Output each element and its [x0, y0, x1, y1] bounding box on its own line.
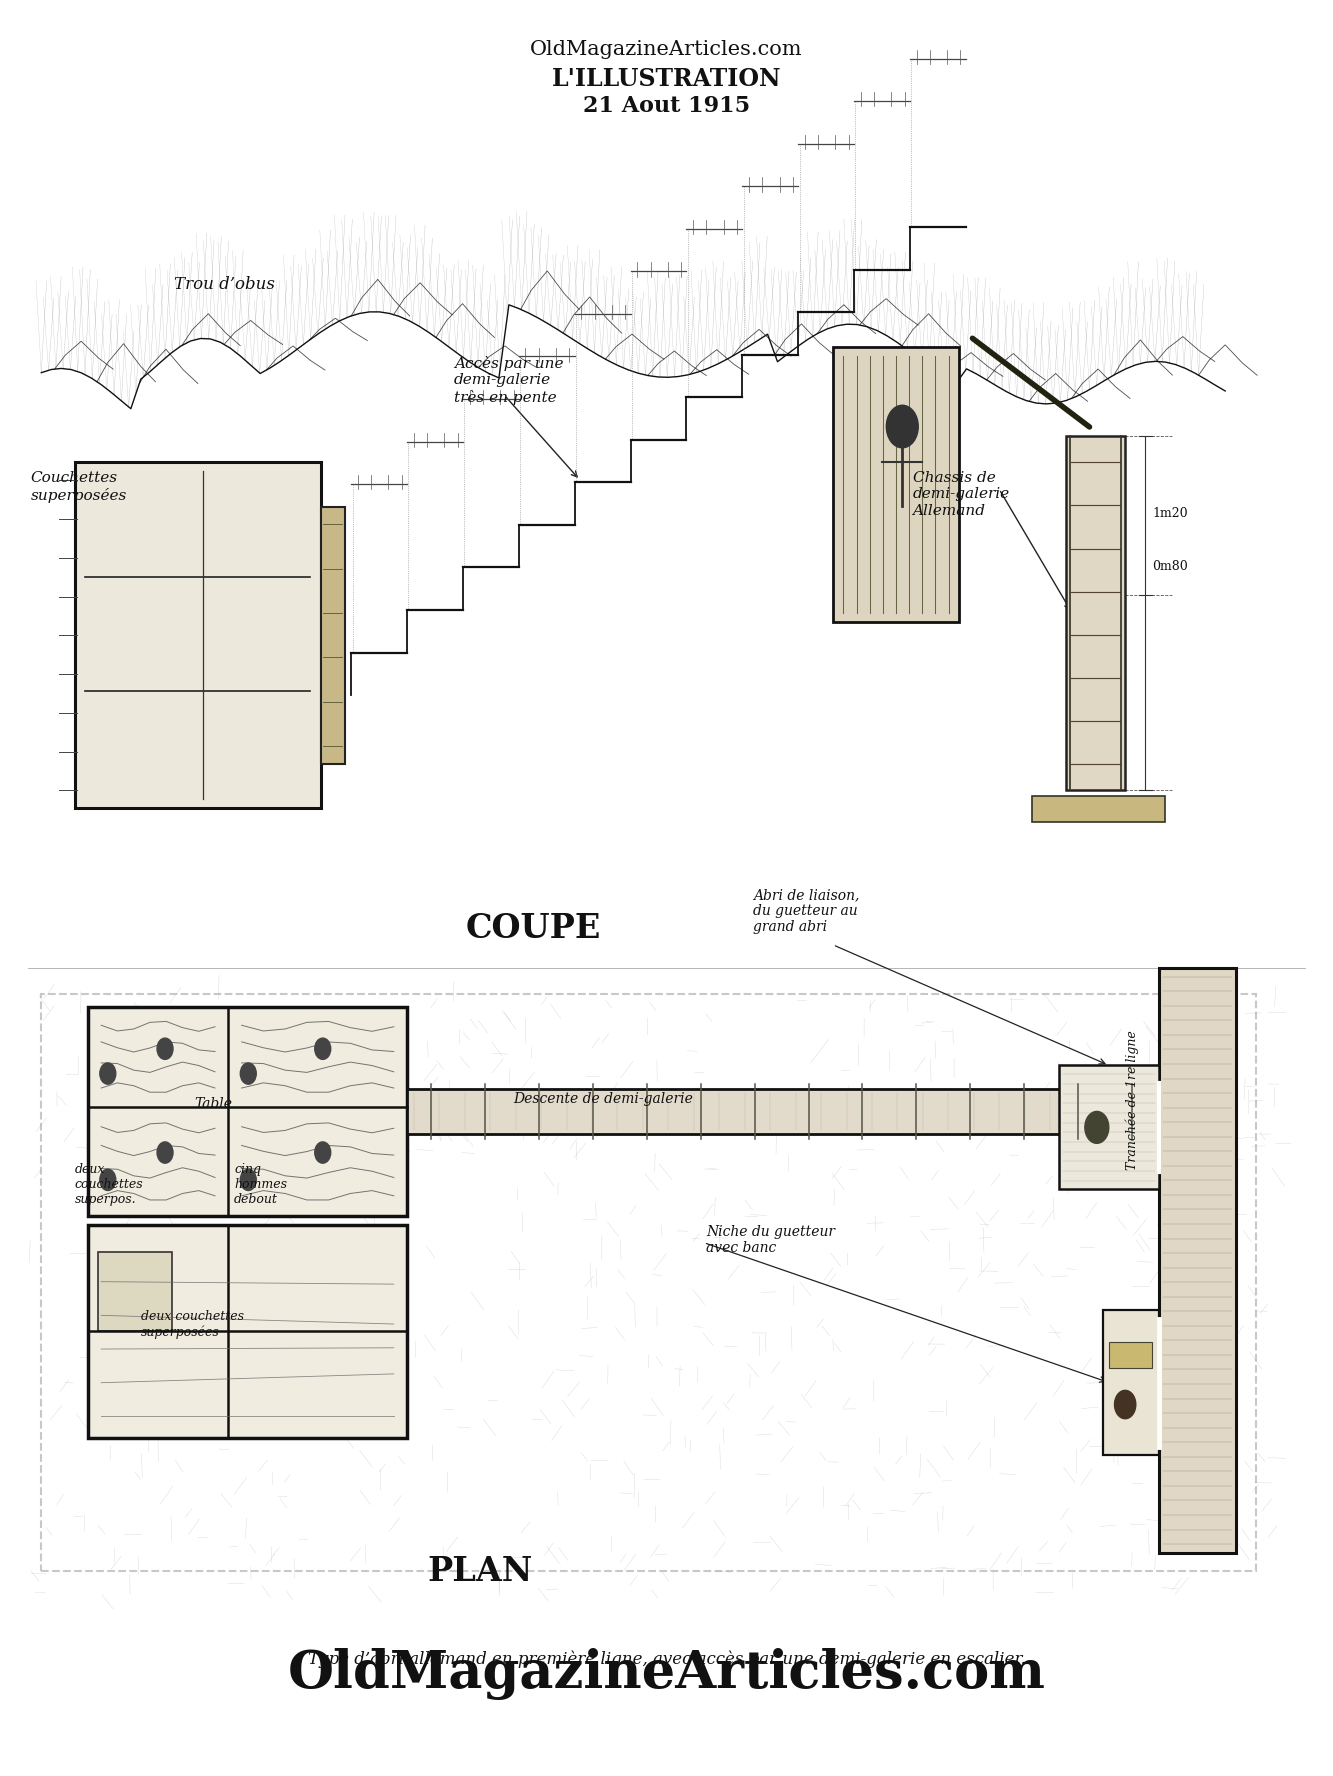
Text: 1m20: 1m20	[1152, 506, 1188, 520]
Text: Type d’abri allemand en première ligne, avec accès par une demi-galerie en escal: Type d’abri allemand en première ligne, …	[308, 1650, 1025, 1668]
Circle shape	[100, 1169, 116, 1190]
Bar	[1032, 796, 1165, 822]
Circle shape	[157, 1039, 173, 1060]
Bar	[1158, 968, 1236, 1552]
Bar	[88, 1225, 407, 1439]
Text: Chassis de
demi-galerie
Allemand: Chassis de demi-galerie Allemand	[913, 471, 1009, 517]
Text: Couchettes
superposées: Couchettes superposées	[31, 471, 127, 503]
Text: PLAN: PLAN	[428, 1556, 533, 1588]
Bar	[1102, 1311, 1158, 1455]
Text: OldMagazineArticles.com: OldMagazineArticles.com	[531, 41, 802, 59]
Text: Tranchée de 1re ligne: Tranchée de 1re ligne	[1125, 1030, 1138, 1170]
Bar	[407, 1089, 1158, 1133]
Bar	[88, 1007, 407, 1217]
Circle shape	[1114, 1391, 1136, 1419]
Text: L'ILLUSTRATION: L'ILLUSTRATION	[552, 67, 781, 91]
Text: OldMagazineArticles.com: OldMagazineArticles.com	[288, 1648, 1045, 1700]
Text: COUPE: COUPE	[465, 911, 601, 945]
Circle shape	[315, 1039, 331, 1060]
Text: cinq
hommes
debout: cinq hommes debout	[235, 1163, 287, 1206]
Circle shape	[1085, 1112, 1109, 1144]
Bar	[321, 506, 345, 764]
Bar	[41, 995, 1256, 1570]
Bar	[99, 1252, 172, 1332]
Text: deux couchettes
superposées: deux couchettes superposées	[141, 1311, 244, 1339]
Circle shape	[157, 1142, 173, 1163]
Text: Descente de demi-galerie: Descente de demi-galerie	[513, 1092, 693, 1106]
Bar	[75, 462, 321, 808]
Circle shape	[315, 1142, 331, 1163]
Bar	[1109, 1341, 1152, 1368]
Text: 0m80: 0m80	[1152, 559, 1188, 574]
Bar	[1058, 1066, 1158, 1190]
Bar	[833, 346, 960, 622]
Text: Abri de liaison,
du guetteur au
grand abri: Abri de liaison, du guetteur au grand ab…	[753, 888, 860, 934]
Bar	[1065, 435, 1125, 790]
Text: 21 Aout 1915: 21 Aout 1915	[583, 96, 750, 117]
Text: Table: Table	[195, 1098, 232, 1112]
Circle shape	[240, 1169, 256, 1190]
Text: Niche du guetteur
avec banc: Niche du guetteur avec banc	[706, 1225, 836, 1256]
Circle shape	[240, 1062, 256, 1083]
Text: deux
couchettes
superpos.: deux couchettes superpos.	[75, 1163, 143, 1206]
Text: Trou d’obus: Trou d’obus	[175, 277, 275, 293]
Circle shape	[100, 1062, 116, 1083]
Text: Accès par une
demi-galerie
très en pente: Accès par une demi-galerie très en pente	[453, 355, 563, 405]
Circle shape	[886, 405, 918, 448]
